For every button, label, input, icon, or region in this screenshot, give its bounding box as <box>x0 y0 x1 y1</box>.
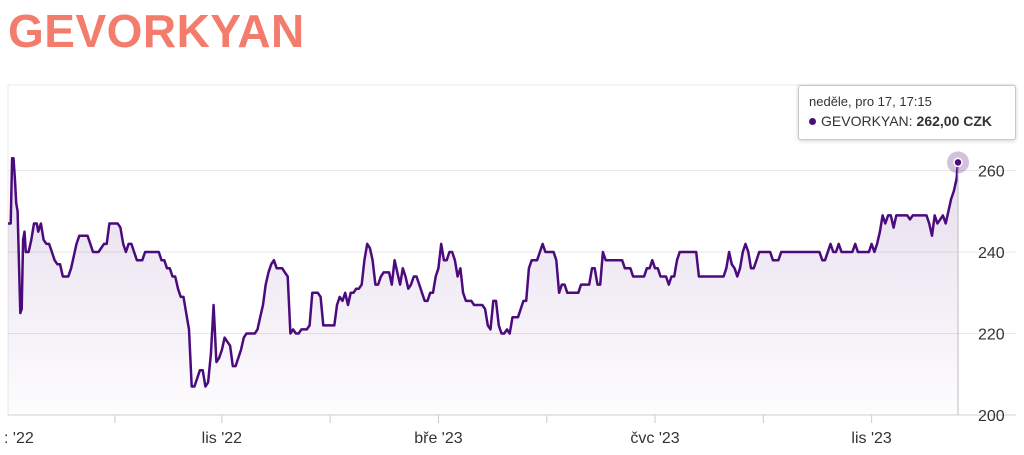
series-area <box>8 158 958 416</box>
x-tick-label: lis '23 <box>851 430 892 447</box>
tooltip-date: neděle, pro 17, 17:15 <box>809 94 932 109</box>
tooltip-value: 262,00 CZK <box>916 113 993 129</box>
x-tick-label: bře '23 <box>414 430 463 447</box>
tooltip-series-name: GEVORKYAN: <box>821 113 913 129</box>
series-line[interactable] <box>8 157 960 388</box>
y-tick-label: 240 <box>978 245 1005 262</box>
hover-point[interactable] <box>953 157 963 168</box>
series-marker-icon <box>809 117 816 125</box>
x-tick-label: čvc '23 <box>630 430 679 447</box>
tooltip-row: GEVORKYAN: 262,00 CZK <box>809 113 1005 129</box>
y-tick-label: 260 <box>978 164 1005 181</box>
tooltip: neděle, pro 17, 17:15 GEVORKYAN: 262,00 … <box>798 85 1016 140</box>
chart-title: GEVORKYAN <box>8 5 305 57</box>
x-axis-ticks: : '22 lis '22 bře '23 čvc '23 lis '23 <box>4 415 892 447</box>
y-tick-label: 220 <box>978 327 1005 344</box>
x-tick-label: : '22 <box>4 430 34 447</box>
y-tick-label: 200 <box>978 408 1005 425</box>
x-tick-label: lis '22 <box>202 430 243 447</box>
y-axis-ticks: 200 220 240 260 <box>978 164 1005 425</box>
